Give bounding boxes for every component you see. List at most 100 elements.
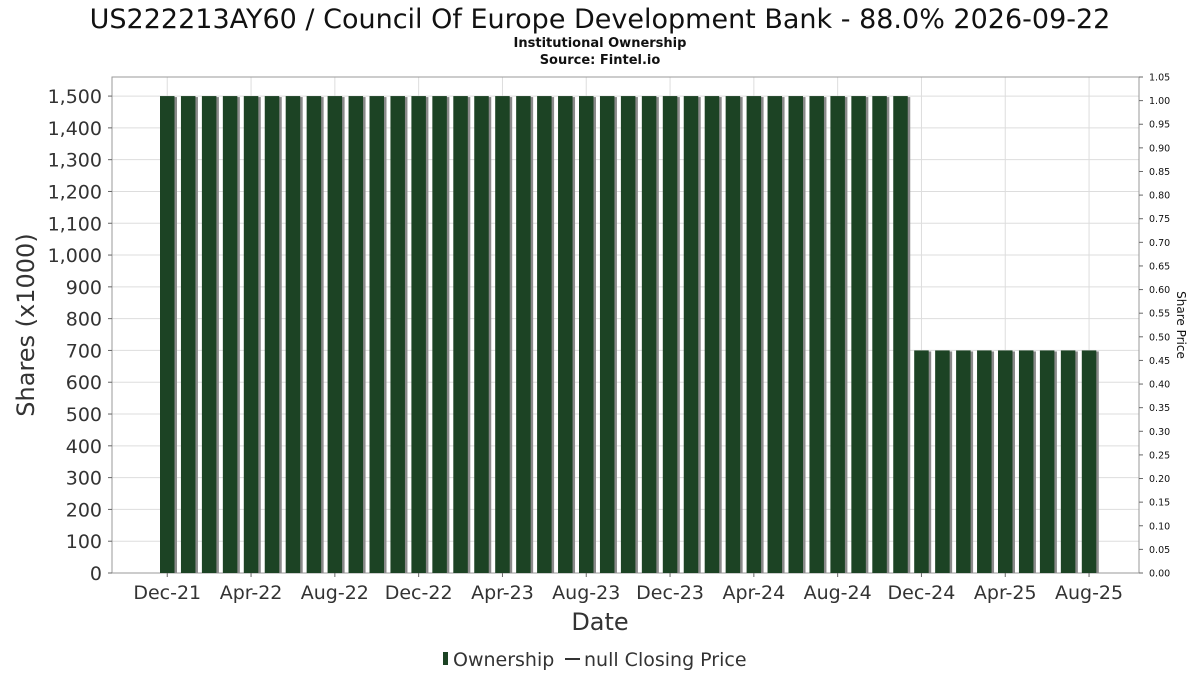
y2-tick-label: 0.25	[1149, 450, 1170, 461]
ownership-bar	[348, 96, 364, 574]
y2-tick-label: 0.35	[1149, 403, 1170, 414]
y2-tick-label: 0.65	[1149, 261, 1170, 272]
ownership-bar	[201, 96, 217, 574]
y2-tick-label: 1.05	[1149, 73, 1170, 84]
bars	[160, 96, 1099, 574]
x-tick-label: Apr-22	[220, 582, 283, 604]
ownership-bar	[998, 350, 1013, 573]
ownership-bar	[579, 96, 594, 574]
ownership-bar	[180, 96, 196, 574]
y-tick-label: 1,100	[48, 213, 102, 235]
ownership-bar	[914, 350, 929, 573]
y-tick-label: 300	[66, 468, 102, 490]
ownership-bar	[243, 96, 259, 574]
y2-tick-label: 0.20	[1149, 474, 1170, 485]
y-tick-label: 800	[66, 309, 102, 331]
ownership-bar	[830, 96, 845, 574]
ownership-bar	[956, 350, 971, 573]
ownership-bar	[725, 96, 741, 574]
legend-ownership-label: Ownership	[453, 649, 554, 671]
x-tick-label: Aug-24	[804, 582, 872, 604]
x-tick-label: Dec-23	[636, 582, 704, 604]
x-tick-label: Aug-23	[552, 582, 620, 604]
ownership-bar	[620, 96, 636, 574]
ownership-bar	[704, 96, 720, 574]
ownership-bar	[641, 96, 657, 574]
y2-tick-label: 0.70	[1149, 238, 1170, 249]
x-tick-label: Dec-24	[888, 582, 956, 604]
x-tick-label: Apr-24	[723, 582, 786, 604]
ownership-bar	[264, 96, 280, 574]
y-tick-label: 1,500	[48, 86, 102, 108]
y2-tick-label: 0.85	[1149, 167, 1170, 178]
ownership-bar	[1060, 350, 1076, 573]
y2-tick-label: 1.00	[1149, 96, 1170, 107]
ownership-bar	[306, 96, 322, 574]
y-tick-label: 500	[66, 404, 102, 426]
ownership-bar	[327, 96, 343, 574]
ownership-bar	[411, 96, 426, 574]
legend: Ownership null Closing Price	[443, 649, 747, 671]
ownership-bar	[767, 96, 783, 574]
x-tick-label: Dec-22	[385, 582, 453, 604]
ownership-bar	[809, 96, 824, 574]
ownership-bar	[558, 96, 573, 574]
y2-tick-label: 0.15	[1149, 498, 1170, 509]
y-tick-label: 1,400	[48, 118, 102, 140]
ownership-bar	[222, 96, 238, 574]
y-axis-ticks: 0 100 200 300 400 500 600 700 800 900 1,000 1,100 1,…	[48, 86, 112, 585]
x-tick-label: Aug-25	[1055, 582, 1123, 604]
y-tick-label: 1,000	[48, 245, 102, 267]
legend-closing-price-label: null Closing Price	[584, 649, 747, 671]
y-tick-label: 1,200	[48, 181, 102, 203]
ownership-bar	[537, 96, 552, 574]
x-tick-label: Apr-25	[974, 582, 1037, 604]
ownership-bar	[516, 96, 531, 574]
ownership-bar	[390, 96, 405, 574]
x-tick-label: Aug-22	[301, 582, 369, 604]
x-tick-label: Apr-23	[471, 582, 534, 604]
x-axis-label: Date	[571, 608, 628, 636]
ownership-bar	[1039, 350, 1055, 573]
y-tick-label: 700	[66, 340, 102, 362]
ownership-bar	[935, 350, 950, 573]
y2-tick-label: 0.40	[1149, 380, 1170, 391]
legend-ownership-swatch	[443, 652, 448, 665]
y2-tick-label: 0.05	[1149, 545, 1170, 556]
y2-tick-label: 0.30	[1149, 427, 1170, 438]
y-tick-label: 100	[66, 531, 102, 553]
ownership-bar	[285, 96, 301, 574]
ownership-bar	[872, 96, 887, 574]
ownership-bar	[683, 96, 699, 574]
y-axis-label: Shares (x1000)	[12, 233, 40, 416]
y2-tick-label: 0.55	[1149, 309, 1170, 320]
chart-subtitle: Institutional Ownership	[514, 36, 687, 51]
ownership-bar	[662, 96, 678, 574]
y-tick-label: 400	[66, 436, 102, 458]
ownership-bar	[1018, 350, 1034, 573]
y2-tick-label: 0.00	[1149, 569, 1170, 580]
ownership-bar	[369, 96, 384, 574]
ownership-bar	[788, 96, 803, 574]
ownership-bar	[160, 96, 175, 574]
y2-tick-label: 0.45	[1149, 356, 1170, 367]
y2-tick-label: 0.80	[1149, 191, 1170, 202]
y2-axis-ticks: 0.00 0.05 0.10 0.15 0.20 0.25 0.30 0.35 0.40 0.45…	[1139, 73, 1170, 580]
chart-title: US222213AY60 / Council Of Europe Develop…	[90, 4, 1111, 35]
y2-tick-label: 0.10	[1149, 521, 1170, 532]
y2-tick-label: 0.60	[1149, 285, 1170, 296]
ownership-bar	[432, 96, 447, 574]
ownership-bar	[474, 96, 489, 574]
ownership-bar	[495, 96, 510, 574]
ownership-bar	[893, 96, 908, 574]
y-tick-label: 0	[90, 563, 102, 585]
ownership-bar	[977, 350, 992, 573]
y-tick-label: 600	[66, 372, 102, 394]
ownership-bar	[851, 96, 866, 574]
y2-axis-label: Share Price	[1174, 291, 1188, 359]
y-tick-label: 200	[66, 499, 102, 521]
x-axis-ticks: Dec-21 Apr-22 Aug-22 Dec-22 Apr-23 Aug-23 Dec-…	[133, 573, 1123, 604]
chart-source: Source: Fintel.io	[540, 53, 661, 68]
